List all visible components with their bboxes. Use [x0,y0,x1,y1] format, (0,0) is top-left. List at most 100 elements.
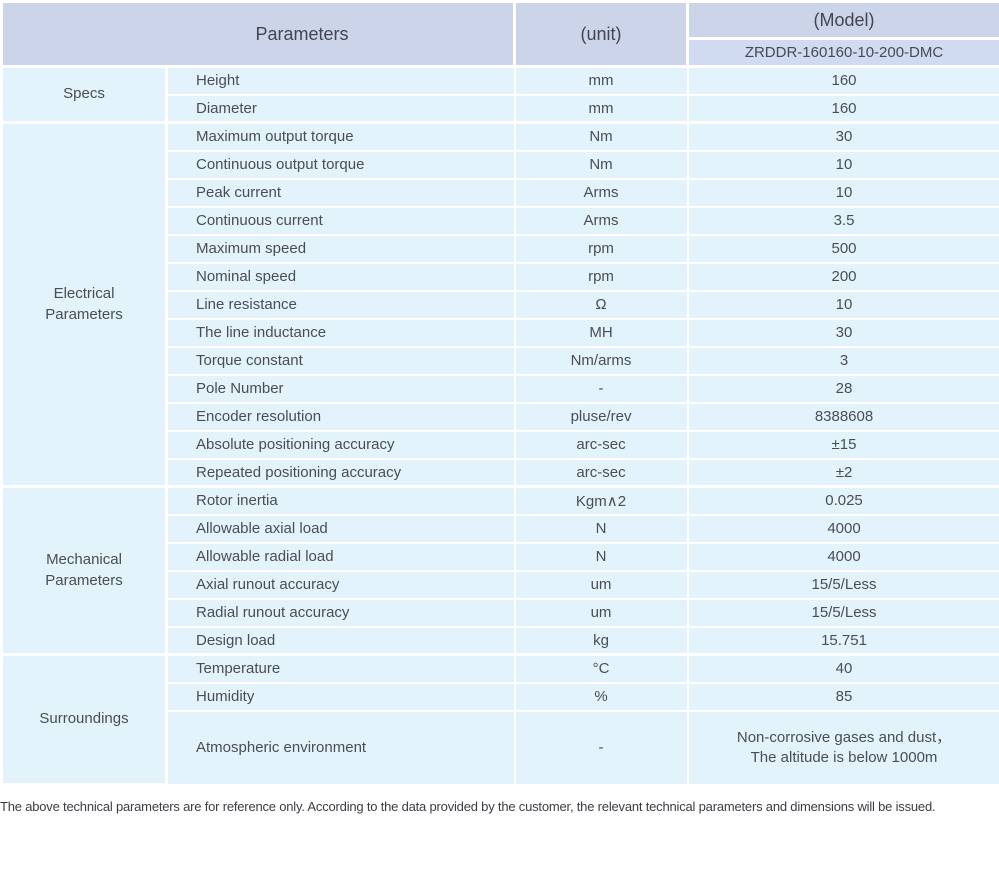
param-cell: Radial runout accuracy [165,597,516,628]
param-cell: Height [165,65,516,96]
header-row-2: ZRDDR-160160-10-200-DMC [2,37,999,68]
param-cell: The line inductance [165,317,516,348]
value-cell: 4000 [686,541,999,572]
group-specs: Specs [0,65,168,124]
value-cell: Non-corrosive gases and dust， The altitu… [686,709,999,786]
param-cell: Allowable radial load [165,541,516,572]
value-cell: 10 [686,289,999,320]
unit-cell: - [513,373,689,404]
value-cell: 15.751 [686,625,999,656]
unit-cell: Kgm∧2 [513,485,689,516]
table-row: Nominal speed rpm 200 [2,261,999,292]
param-cell: Pole Number [165,373,516,404]
value-cell: 30 [686,317,999,348]
unit-cell: Nm/arms [513,345,689,376]
param-cell: Continuous output torque [165,149,516,180]
table-row: Radial runout accuracy um 15/5/Less [2,597,999,628]
param-cell: Line resistance [165,289,516,320]
table-row: The line inductance MH 30 [2,317,999,348]
value-cell: 160 [686,93,999,124]
param-cell: Maximum speed [165,233,516,264]
table-row: Repeated positioning accuracy arc-sec ±2 [2,457,999,488]
value-cell: 500 [686,233,999,264]
unit-cell: kg [513,625,689,656]
value-cell: 85 [686,681,999,712]
unit-cell: °C [513,653,689,684]
unit-cell: % [513,681,689,712]
unit-cell: Nm [513,149,689,180]
table-row: Maximum speed rpm 500 [2,233,999,264]
value-cell: ±15 [686,429,999,460]
value-cell: 3 [686,345,999,376]
unit-cell: mm [513,93,689,124]
value-cell: ±2 [686,457,999,488]
header-parameters: Parameters [0,0,517,68]
unit-cell: arc-sec [513,429,689,460]
spec-table: Parameters (unit) (Model) ZRDDR-160160-1… [0,0,999,786]
unit-cell: Arms [513,177,689,208]
unit-cell: arc-sec [513,457,689,488]
table-row: Pole Number - 28 [2,373,999,404]
table-row: Peak current Arms 10 [2,177,999,208]
param-cell: Peak current [165,177,516,208]
value-cell: 15/5/Less [686,597,999,628]
value-cell: 10 [686,149,999,180]
value-cell: 160 [686,65,999,96]
param-cell: Humidity [165,681,516,712]
param-cell: Rotor inertia [165,485,516,516]
table-row: Continuous current Arms 3.5 [2,205,999,236]
param-cell: Nominal speed [165,261,516,292]
unit-cell: rpm [513,261,689,292]
unit-cell: mm [513,65,689,96]
unit-cell: rpm [513,233,689,264]
table-row: Specs Height mm 160 [0,65,999,124]
table-row: Diameter mm 160 [2,93,999,124]
header-model: (Model) [686,0,999,40]
table-row: Axial runout accuracy um 15/5/Less [2,569,999,600]
footer-note: The above technical parameters are for r… [0,799,936,814]
param-cell: Repeated positioning accuracy [165,457,516,488]
value-cell: 15/5/Less [686,569,999,600]
param-cell: Allowable axial load [165,513,516,544]
unit-cell: Ω [513,289,689,320]
param-cell: Maximum output torque [165,121,516,152]
unit-cell: MH [513,317,689,348]
unit-cell: um [513,597,689,628]
param-cell: Design load [165,625,516,656]
value-cell: 30 [686,121,999,152]
table-row: Line resistance Ω 10 [2,289,999,320]
table-row: Allowable axial load N 4000 [2,513,999,544]
value-cell: 200 [686,261,999,292]
param-cell: Torque constant [165,345,516,376]
unit-cell: um [513,569,689,600]
table-row: Absolute positioning accuracy arc-sec ±1… [2,429,999,460]
group-electrical-parameters: Electrical Parameters [0,121,168,488]
unit-cell: N [513,513,689,544]
header-model-number: ZRDDR-160160-10-200-DMC [686,37,999,68]
value-cell: 0.025 [686,485,999,516]
table-row: Humidity % 85 [2,681,999,712]
param-cell: Absolute positioning accuracy [165,429,516,460]
param-cell: Axial runout accuracy [165,569,516,600]
table-row: Allowable radial load N 4000 [2,541,999,572]
header-row-1: Parameters (unit) (Model) [0,0,999,68]
table-row: Electrical Parameters Maximum output tor… [0,121,999,488]
value-cell: 28 [686,373,999,404]
param-cell: Temperature [165,653,516,684]
value-cell: 4000 [686,513,999,544]
unit-cell: pluse/rev [513,401,689,432]
param-cell: Encoder resolution [165,401,516,432]
unit-cell: - [513,709,689,786]
unit-cell: N [513,541,689,572]
value-cell: 8388608 [686,401,999,432]
table-row: Surroundings Temperature °C 40 [0,653,999,786]
param-cell: Diameter [165,93,516,124]
unit-cell: Nm [513,121,689,152]
group-surroundings: Surroundings [0,653,168,786]
param-cell: Continuous current [165,205,516,236]
value-cell: 40 [686,653,999,684]
table-row: Design load kg 15.751 [2,625,999,656]
table-body: Specs Height mm 160 Diameter mm 160 Elec… [0,65,999,786]
param-cell: Atmospheric environment [165,709,516,786]
unit-cell: Arms [513,205,689,236]
